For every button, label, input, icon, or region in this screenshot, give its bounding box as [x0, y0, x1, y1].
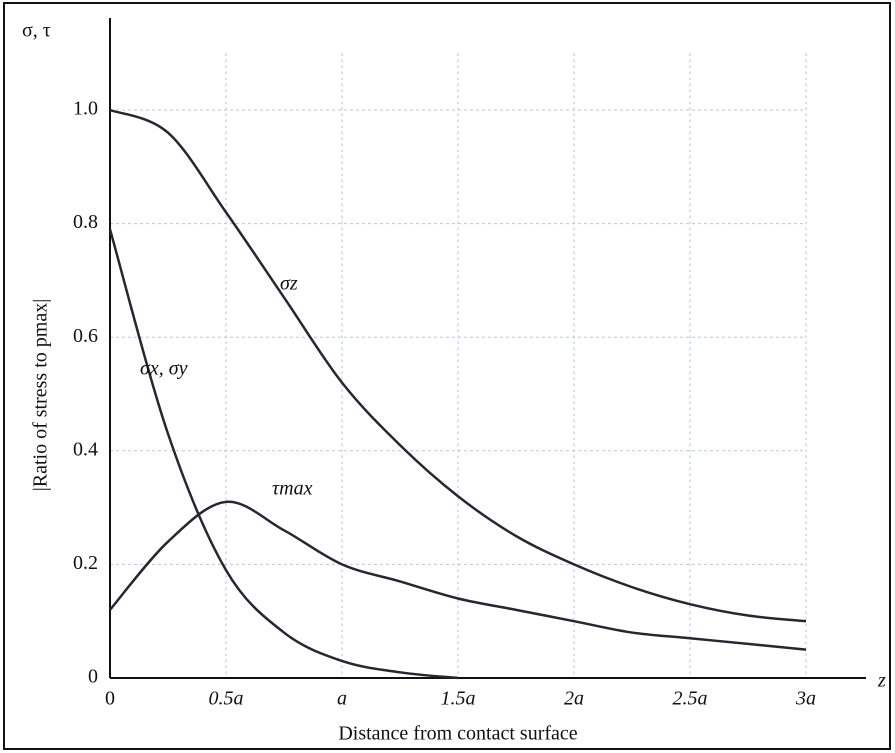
line-series [109, 500, 807, 651]
x-tick-label: 0.5a [209, 688, 244, 710]
series-label: τmax [272, 478, 313, 500]
series-label: σz [280, 273, 298, 295]
line-series [108, 228, 459, 680]
y-tick-label: 0.6 [73, 325, 98, 347]
y-label: |Ratio of stress to pmax| [30, 299, 52, 491]
x-axis-title: z [877, 670, 886, 692]
x-tick-label: 2a [564, 688, 584, 710]
x-tick-label: 0 [105, 688, 115, 710]
x-tick-label: 3a [795, 688, 816, 710]
y-tick-label: 0.2 [73, 552, 98, 574]
y-tick-label: 0 [88, 666, 98, 688]
y-tick-label: 1.0 [73, 98, 98, 120]
x-tick-label: 1.5a [441, 688, 476, 710]
x-tick-label: a [337, 688, 347, 710]
series-label: σx, σy [140, 358, 188, 380]
frame [3, 2, 891, 750]
line-series [109, 108, 807, 623]
y-tick-label: 0.4 [73, 438, 98, 460]
x-label: Distance from contact surface [338, 723, 577, 745]
x-tick-label: 2.5a [673, 688, 708, 710]
y-tick-label: 0.8 [73, 211, 98, 233]
y-axis-title: σ, τ [22, 20, 51, 42]
